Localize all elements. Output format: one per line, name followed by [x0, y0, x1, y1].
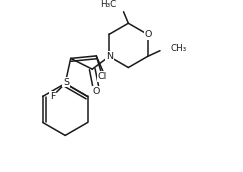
Text: CH₃: CH₃: [171, 44, 187, 53]
Text: Cl: Cl: [98, 72, 107, 81]
Text: S: S: [63, 78, 69, 87]
Text: N: N: [106, 52, 113, 61]
Text: O: O: [145, 30, 152, 39]
Text: H₃C: H₃C: [101, 0, 117, 8]
Text: O: O: [93, 87, 100, 96]
Text: F: F: [50, 92, 55, 101]
